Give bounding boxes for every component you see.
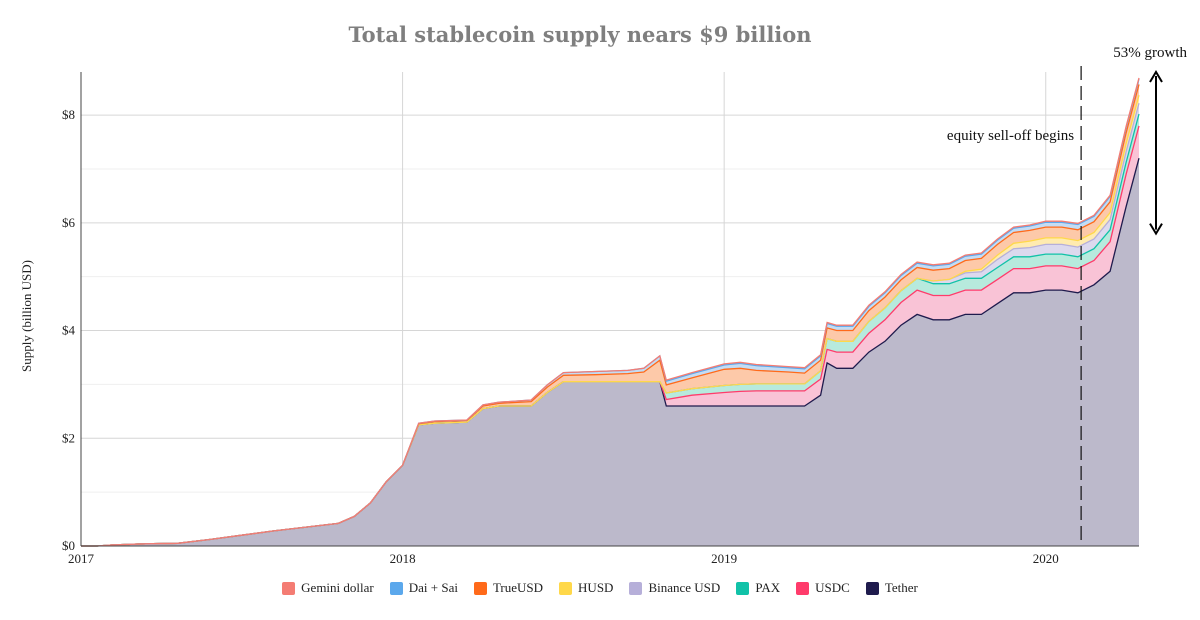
legend-swatch	[629, 581, 643, 595]
y-tick-label: $4	[62, 323, 76, 338]
legend-label: USDC	[815, 580, 850, 595]
legend-label: Dai + Sai	[408, 580, 458, 595]
growth-arrow-head-down	[1149, 223, 1163, 236]
stacked-areas	[81, 77, 1139, 547]
legend-item: HUSD	[559, 580, 613, 596]
legend-label: Gemini dollar	[301, 580, 374, 595]
sell-off-label: equity sell-off begins	[947, 128, 1074, 144]
legend-item: Gemini dollar	[282, 580, 374, 596]
legend-swatch	[796, 581, 810, 595]
line-gemini-dollar	[81, 77, 1140, 547]
y-tick-label: $6	[62, 215, 76, 230]
legend-swatch	[736, 581, 750, 595]
legend-swatch	[473, 581, 487, 595]
x-tick-label: 2018	[390, 551, 416, 566]
series-lines	[81, 77, 1140, 547]
legend-item: Dai + Sai	[389, 580, 458, 596]
y-tick-label: $2	[62, 430, 75, 445]
axes: $0 $2 $4 $6 $8 2017 2018 2019 2020	[62, 72, 1139, 566]
legend-swatch	[559, 581, 573, 595]
annotations: equity sell-off begins 53% growth	[947, 45, 1187, 546]
area-tether	[81, 158, 1139, 546]
legend-item: TrueUSD	[473, 580, 544, 596]
y-tick-label: $8	[62, 107, 75, 122]
legend-label: PAX	[755, 580, 781, 595]
legend-item: USDC	[796, 580, 850, 596]
x-tick-label: 2020	[1033, 551, 1059, 566]
legend-label: HUSD	[578, 580, 614, 595]
legend-label: Binance USD	[648, 580, 721, 595]
legend-swatch	[865, 581, 879, 595]
legend-item: Binance USD	[629, 580, 720, 596]
legend-swatch	[389, 581, 403, 595]
legend-swatch	[282, 581, 296, 595]
legend-item: PAX	[736, 580, 780, 596]
x-tick-label: 2017	[68, 551, 95, 566]
chart-title: Total stablecoin supply nears $9 billion	[348, 22, 811, 47]
legend-label: Tether	[884, 580, 918, 595]
y-axis-label: Supply (billion USD)	[19, 260, 34, 372]
legend-item: Tether	[865, 580, 918, 596]
legend: Gemini dollar Dai + Sai TrueUSD HUSD Binance…	[0, 580, 1200, 596]
x-tick-label: 2019	[711, 551, 737, 566]
growth-label: 53% growth	[1113, 45, 1187, 61]
legend-label: TrueUSD	[492, 580, 544, 595]
y-tick-label: $0	[62, 538, 75, 553]
growth-arrow-head-up	[1149, 70, 1163, 83]
